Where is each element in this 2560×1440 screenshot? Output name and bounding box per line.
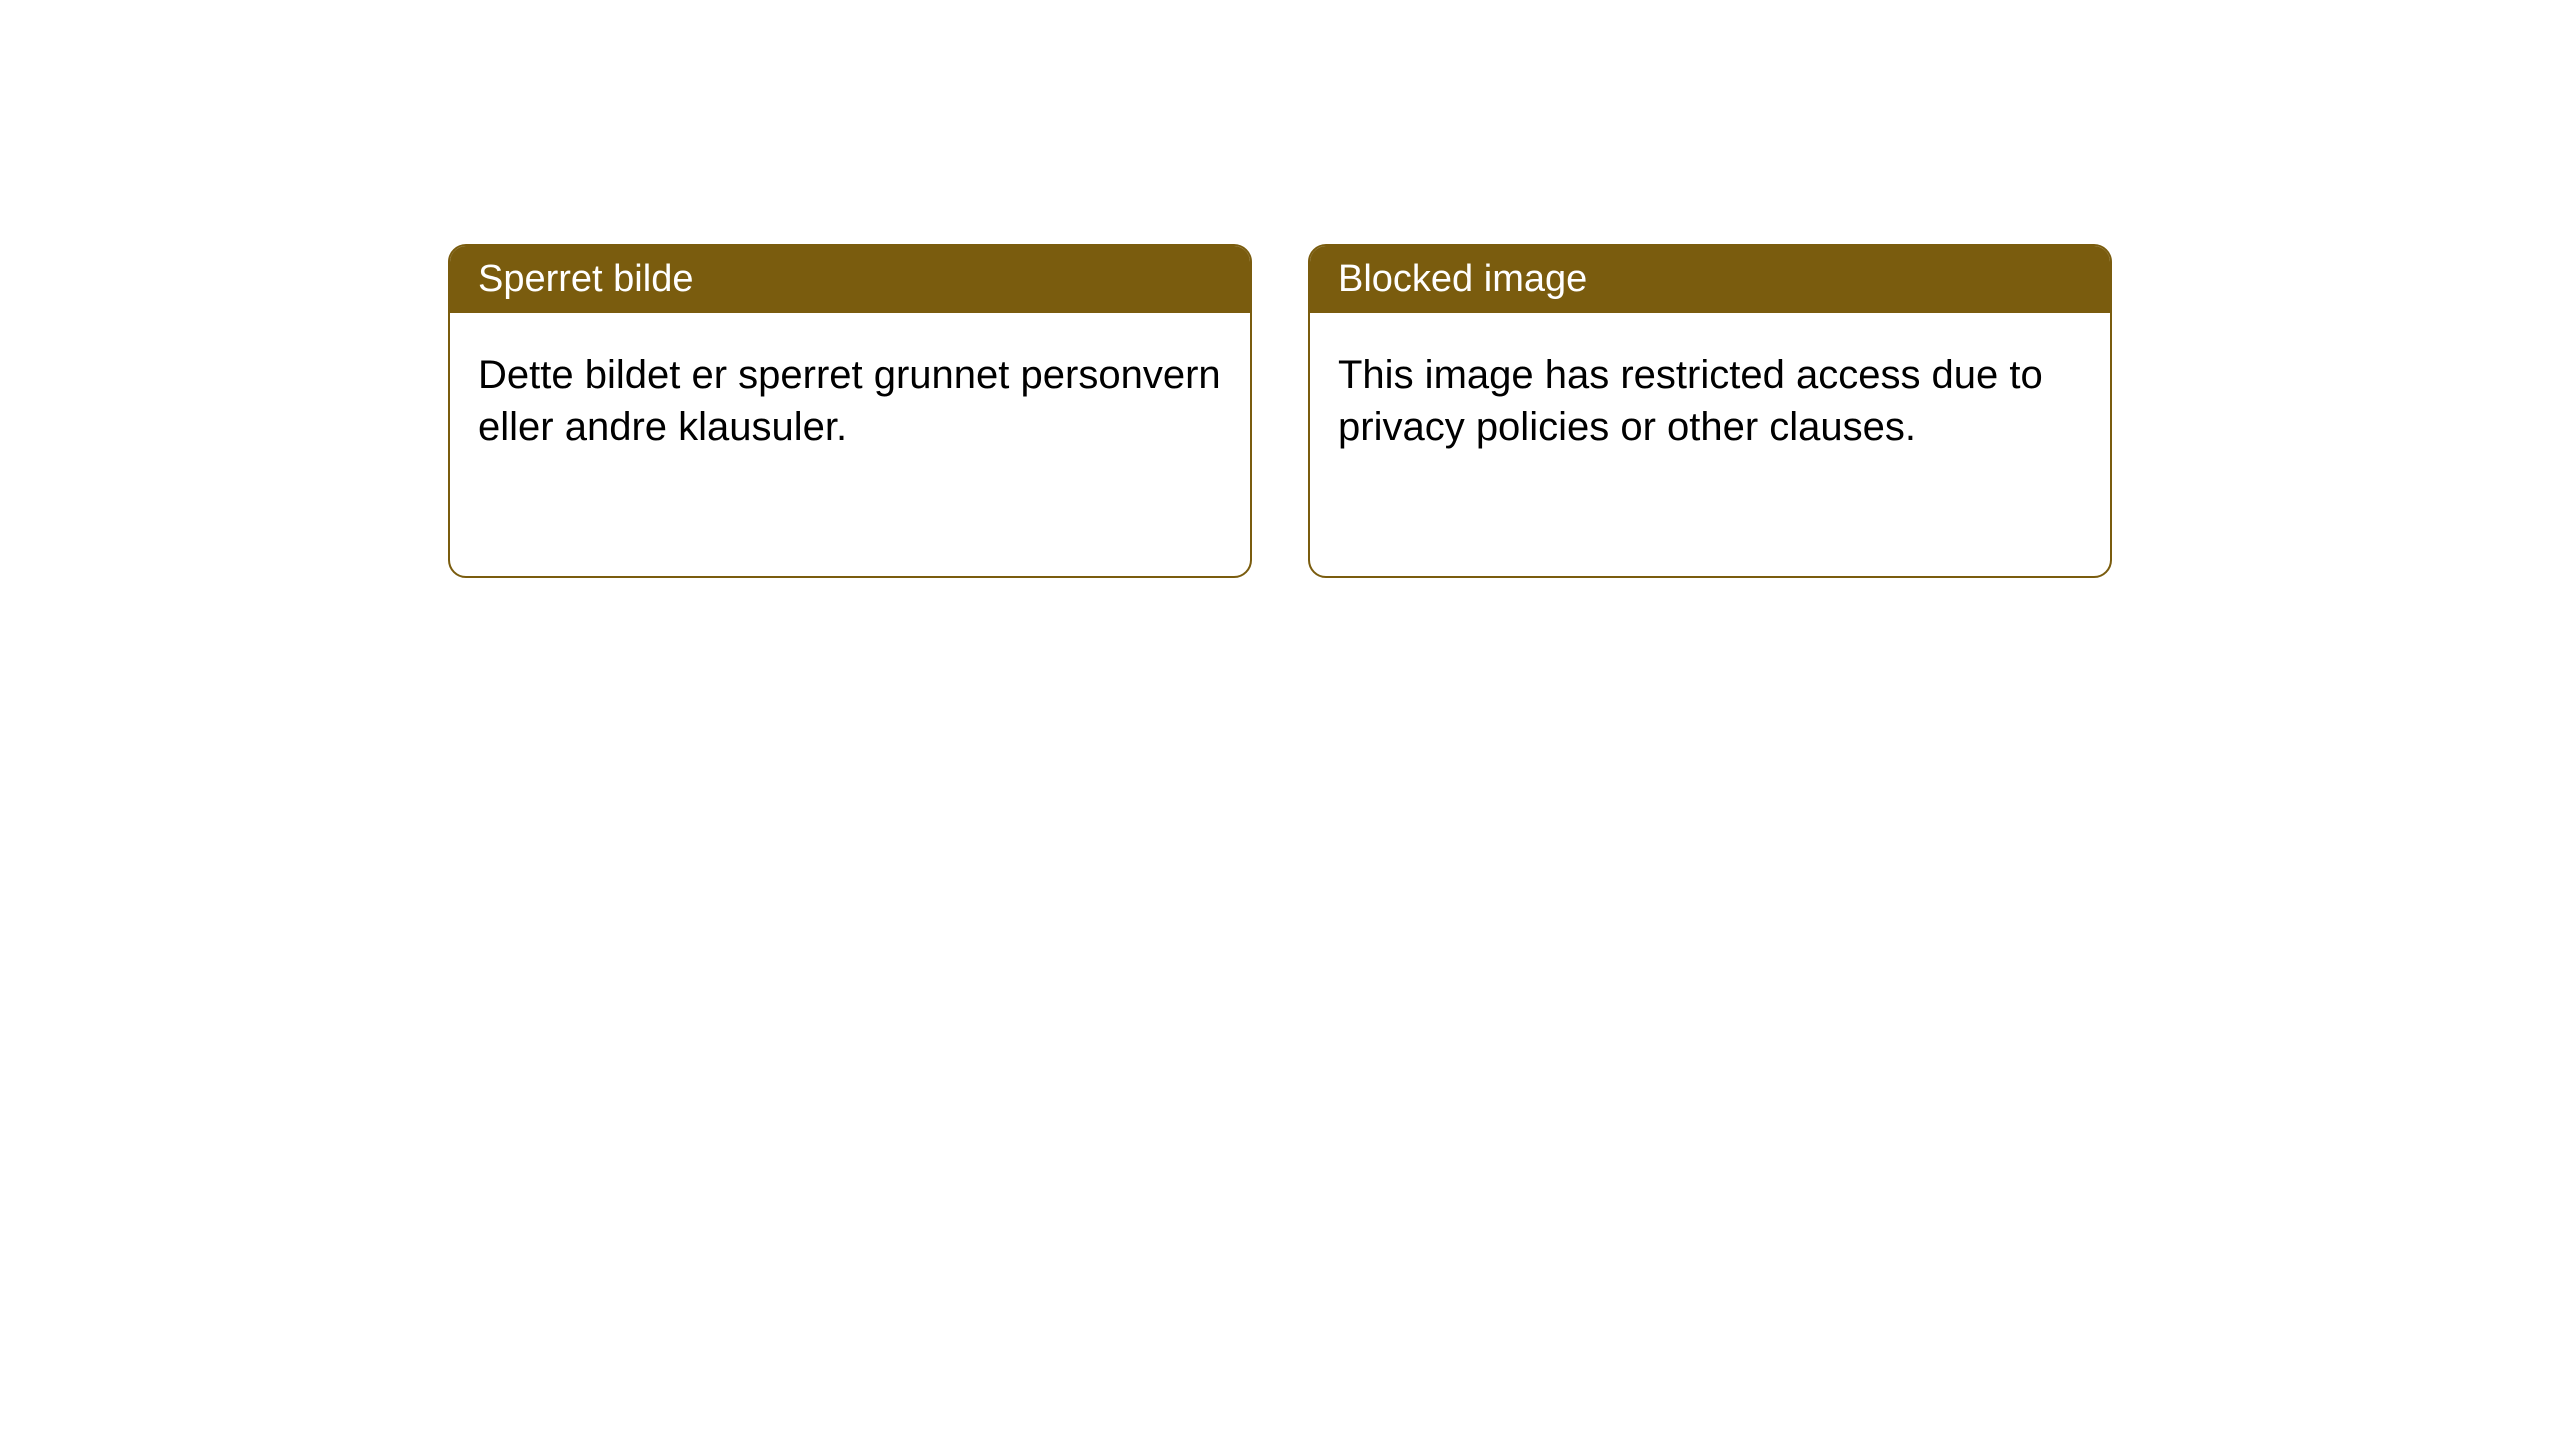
notice-body-no: Dette bildet er sperret grunnet personve… bbox=[450, 313, 1250, 489]
notice-card-en: Blocked image This image has restricted … bbox=[1308, 244, 2112, 578]
notice-container: Sperret bilde Dette bildet er sperret gr… bbox=[0, 0, 2560, 578]
notice-card-no: Sperret bilde Dette bildet er sperret gr… bbox=[448, 244, 1252, 578]
notice-title-no: Sperret bilde bbox=[450, 246, 1250, 313]
notice-body-en: This image has restricted access due to … bbox=[1310, 313, 2110, 489]
notice-title-en: Blocked image bbox=[1310, 246, 2110, 313]
